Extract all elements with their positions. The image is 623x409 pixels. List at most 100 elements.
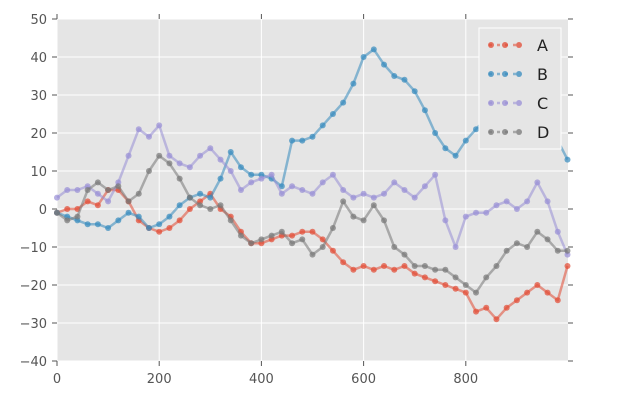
- data-point: [94, 202, 101, 209]
- data-point: [156, 221, 163, 228]
- data-point: [483, 304, 490, 311]
- data-point: [473, 209, 480, 216]
- legend-marker: [516, 42, 522, 48]
- legend-marker: [502, 129, 508, 135]
- data-point: [370, 202, 377, 209]
- data-point: [248, 171, 255, 178]
- data-point: [227, 149, 234, 155]
- data-point: [237, 232, 244, 239]
- data-point: [237, 164, 244, 171]
- data-point: [524, 198, 531, 205]
- data-point: [145, 133, 152, 140]
- data-point: [166, 152, 173, 159]
- legend-item-D: D: [488, 123, 549, 142]
- data-point: [135, 190, 142, 197]
- data-point: [125, 209, 132, 216]
- data-point: [370, 266, 377, 273]
- data-point: [319, 179, 326, 186]
- data-point: [186, 194, 193, 201]
- data-point: [564, 263, 571, 269]
- data-point: [84, 187, 91, 193]
- data-point: [115, 183, 122, 190]
- data-point: [544, 289, 551, 296]
- data-point: [513, 240, 520, 247]
- grid-lines: [56, 18, 568, 362]
- data-point: [432, 278, 439, 285]
- data-point: [207, 145, 214, 152]
- y-tick-label: 0: [39, 203, 47, 218]
- x-tick-label: 0: [53, 372, 61, 387]
- y-tick-label: 20: [30, 127, 47, 142]
- data-point: [289, 232, 296, 239]
- data-point: [360, 190, 367, 197]
- data-point: [64, 206, 71, 212]
- y-tick-label: −10: [20, 241, 47, 256]
- y-tick-label: −20: [20, 279, 47, 294]
- y-tick-label: −40: [20, 355, 47, 370]
- data-point: [64, 217, 71, 224]
- data-point: [493, 316, 500, 323]
- data-point: [258, 236, 265, 243]
- data-point: [381, 190, 388, 197]
- data-point: [554, 297, 561, 304]
- data-point: [524, 244, 531, 250]
- data-point: [145, 168, 152, 174]
- data-point: [309, 228, 316, 235]
- data-point: [421, 183, 428, 190]
- data-point: [105, 187, 112, 193]
- data-point: [186, 164, 193, 171]
- legend-marker: [502, 100, 508, 106]
- data-point: [462, 289, 469, 296]
- data-point: [64, 187, 71, 193]
- series-group: [54, 46, 571, 323]
- data-point: [554, 228, 561, 235]
- data-point: [503, 198, 510, 205]
- x-tick-label: 400: [249, 372, 274, 387]
- data-point: [237, 187, 244, 193]
- data-point: [381, 217, 388, 224]
- data-point: [391, 244, 398, 250]
- series-A: [54, 187, 571, 323]
- series-D: [54, 152, 571, 296]
- series-C: [54, 122, 571, 258]
- data-point: [329, 225, 336, 231]
- data-point: [135, 126, 142, 133]
- data-point: [442, 145, 449, 152]
- data-point: [391, 73, 398, 79]
- y-tick-label: 10: [30, 165, 47, 180]
- data-point: [340, 187, 347, 193]
- data-point: [299, 187, 306, 193]
- data-point: [391, 266, 398, 273]
- legend-marker: [516, 100, 522, 106]
- data-point: [166, 213, 173, 220]
- legend-marker: [488, 42, 494, 48]
- legend-label: D: [537, 123, 549, 142]
- data-point: [452, 244, 459, 250]
- data-point: [289, 240, 296, 247]
- data-point: [74, 213, 81, 220]
- data-point: [299, 137, 306, 144]
- data-point: [503, 247, 510, 254]
- data-point: [473, 308, 480, 315]
- legend-label: A: [537, 36, 548, 55]
- data-point: [391, 179, 398, 186]
- data-point: [493, 202, 500, 209]
- data-point: [329, 111, 336, 117]
- data-point: [105, 225, 112, 231]
- data-point: [381, 263, 388, 269]
- legend-marker: [516, 71, 522, 77]
- data-point: [176, 160, 183, 167]
- data-point: [54, 209, 60, 216]
- data-point: [411, 194, 418, 201]
- data-point: [340, 198, 347, 205]
- data-point: [534, 228, 541, 235]
- data-point: [432, 130, 439, 136]
- data-point: [340, 99, 347, 106]
- data-point: [299, 228, 306, 235]
- data-point: [340, 259, 347, 266]
- legend-item-C: C: [488, 94, 548, 113]
- data-point: [207, 194, 214, 201]
- data-point: [309, 133, 316, 140]
- data-point: [268, 171, 275, 178]
- x-tick-label: 200: [147, 372, 172, 387]
